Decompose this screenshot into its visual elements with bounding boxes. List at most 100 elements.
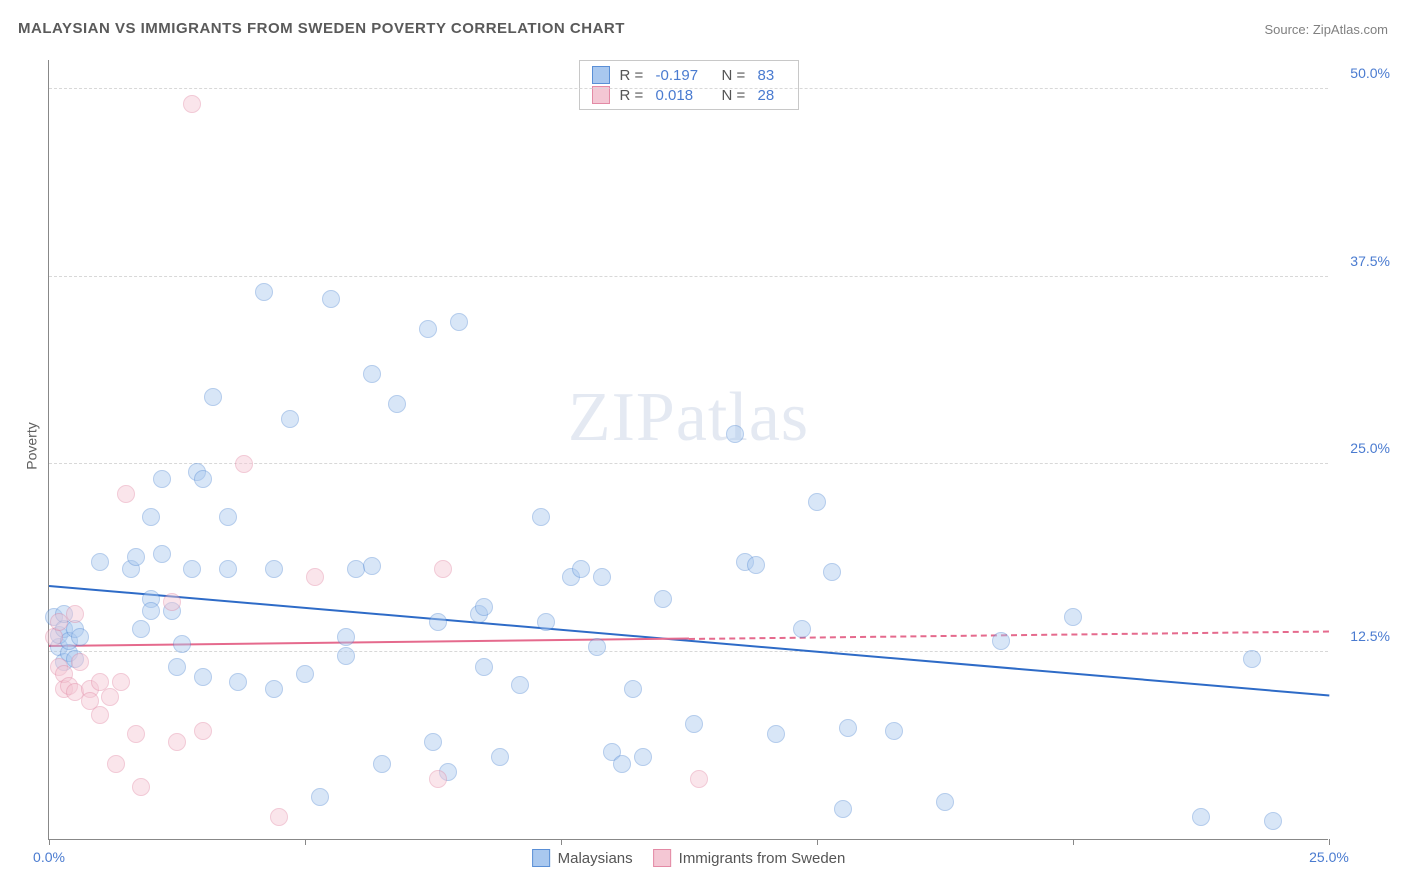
data-point: [311, 788, 329, 806]
data-point: [270, 808, 288, 826]
correlation-legend: R =-0.197N =83R =0.018N =28: [579, 60, 799, 110]
data-point: [66, 605, 84, 623]
data-point: [91, 706, 109, 724]
data-point: [204, 388, 222, 406]
data-point: [1192, 808, 1210, 826]
data-point: [265, 680, 283, 698]
data-point: [834, 800, 852, 818]
gridline: [49, 651, 1328, 652]
x-tick-label: 25.0%: [1309, 849, 1349, 865]
data-point: [168, 658, 186, 676]
y-axis-label: Poverty: [24, 422, 40, 469]
gridline: [49, 276, 1328, 277]
data-point: [624, 680, 642, 698]
data-point: [194, 470, 212, 488]
data-point: [163, 593, 181, 611]
data-point: [654, 590, 672, 608]
legend-swatch: [532, 849, 550, 867]
series-legend: Malaysians Immigrants from Sweden: [532, 849, 846, 867]
r-value: 0.018: [656, 87, 712, 104]
data-point: [634, 748, 652, 766]
data-point: [322, 290, 340, 308]
x-tick: [305, 839, 306, 845]
data-point: [265, 560, 283, 578]
data-point: [992, 632, 1010, 650]
data-point: [823, 563, 841, 581]
data-point: [71, 628, 89, 646]
data-point: [434, 560, 452, 578]
legend-swatch: [592, 66, 610, 84]
data-point: [808, 493, 826, 511]
data-point: [219, 560, 237, 578]
legend-label: Immigrants from Sweden: [679, 850, 846, 867]
legend-label: Malaysians: [558, 850, 633, 867]
data-point: [429, 770, 447, 788]
legend-item: Malaysians: [532, 849, 633, 867]
data-point: [373, 755, 391, 773]
r-value: -0.197: [656, 67, 712, 84]
data-point: [219, 508, 237, 526]
r-label: R =: [620, 67, 646, 84]
data-point: [153, 545, 171, 563]
data-point: [91, 553, 109, 571]
data-point: [229, 673, 247, 691]
chart-plot-area: ZIPatlas R =-0.197N =83R =0.018N =28 Mal…: [48, 60, 1328, 840]
y-tick-label: 12.5%: [1350, 628, 1390, 644]
data-point: [117, 485, 135, 503]
data-point: [112, 673, 130, 691]
y-tick-label: 37.5%: [1350, 253, 1390, 269]
data-point: [936, 793, 954, 811]
source-attribution: Source: ZipAtlas.com: [1264, 22, 1388, 37]
data-point: [767, 725, 785, 743]
data-point: [194, 722, 212, 740]
gridline: [49, 88, 1328, 89]
data-point: [747, 556, 765, 574]
data-point: [183, 95, 201, 113]
data-point: [491, 748, 509, 766]
x-tick: [49, 839, 50, 845]
data-point: [450, 313, 468, 331]
data-point: [537, 613, 555, 631]
data-point: [572, 560, 590, 578]
data-point: [168, 733, 186, 751]
x-tick: [817, 839, 818, 845]
data-point: [132, 778, 150, 796]
data-point: [235, 455, 253, 473]
legend-item: Immigrants from Sweden: [653, 849, 846, 867]
legend-row: R =-0.197N =83: [592, 65, 786, 85]
data-point: [588, 638, 606, 656]
legend-swatch: [653, 849, 671, 867]
n-label: N =: [722, 67, 748, 84]
data-point: [127, 725, 145, 743]
data-point: [281, 410, 299, 428]
data-point: [337, 647, 355, 665]
data-point: [511, 676, 529, 694]
data-point: [142, 508, 160, 526]
x-tick: [1329, 839, 1330, 845]
data-point: [127, 548, 145, 566]
data-point: [153, 470, 171, 488]
data-point: [363, 365, 381, 383]
data-point: [173, 635, 191, 653]
data-point: [142, 602, 160, 620]
data-point: [532, 508, 550, 526]
data-point: [690, 770, 708, 788]
data-point: [475, 658, 493, 676]
x-tick-label: 0.0%: [33, 849, 65, 865]
data-point: [885, 722, 903, 740]
data-point: [255, 283, 273, 301]
data-point: [1264, 812, 1282, 830]
data-point: [1064, 608, 1082, 626]
data-point: [71, 653, 89, 671]
data-point: [194, 668, 212, 686]
data-point: [613, 755, 631, 773]
data-point: [793, 620, 811, 638]
data-point: [132, 620, 150, 638]
n-value: 28: [758, 87, 786, 104]
data-point: [593, 568, 611, 586]
data-point: [363, 557, 381, 575]
data-point: [183, 560, 201, 578]
data-point: [839, 719, 857, 737]
data-point: [1243, 650, 1261, 668]
n-label: N =: [722, 87, 748, 104]
